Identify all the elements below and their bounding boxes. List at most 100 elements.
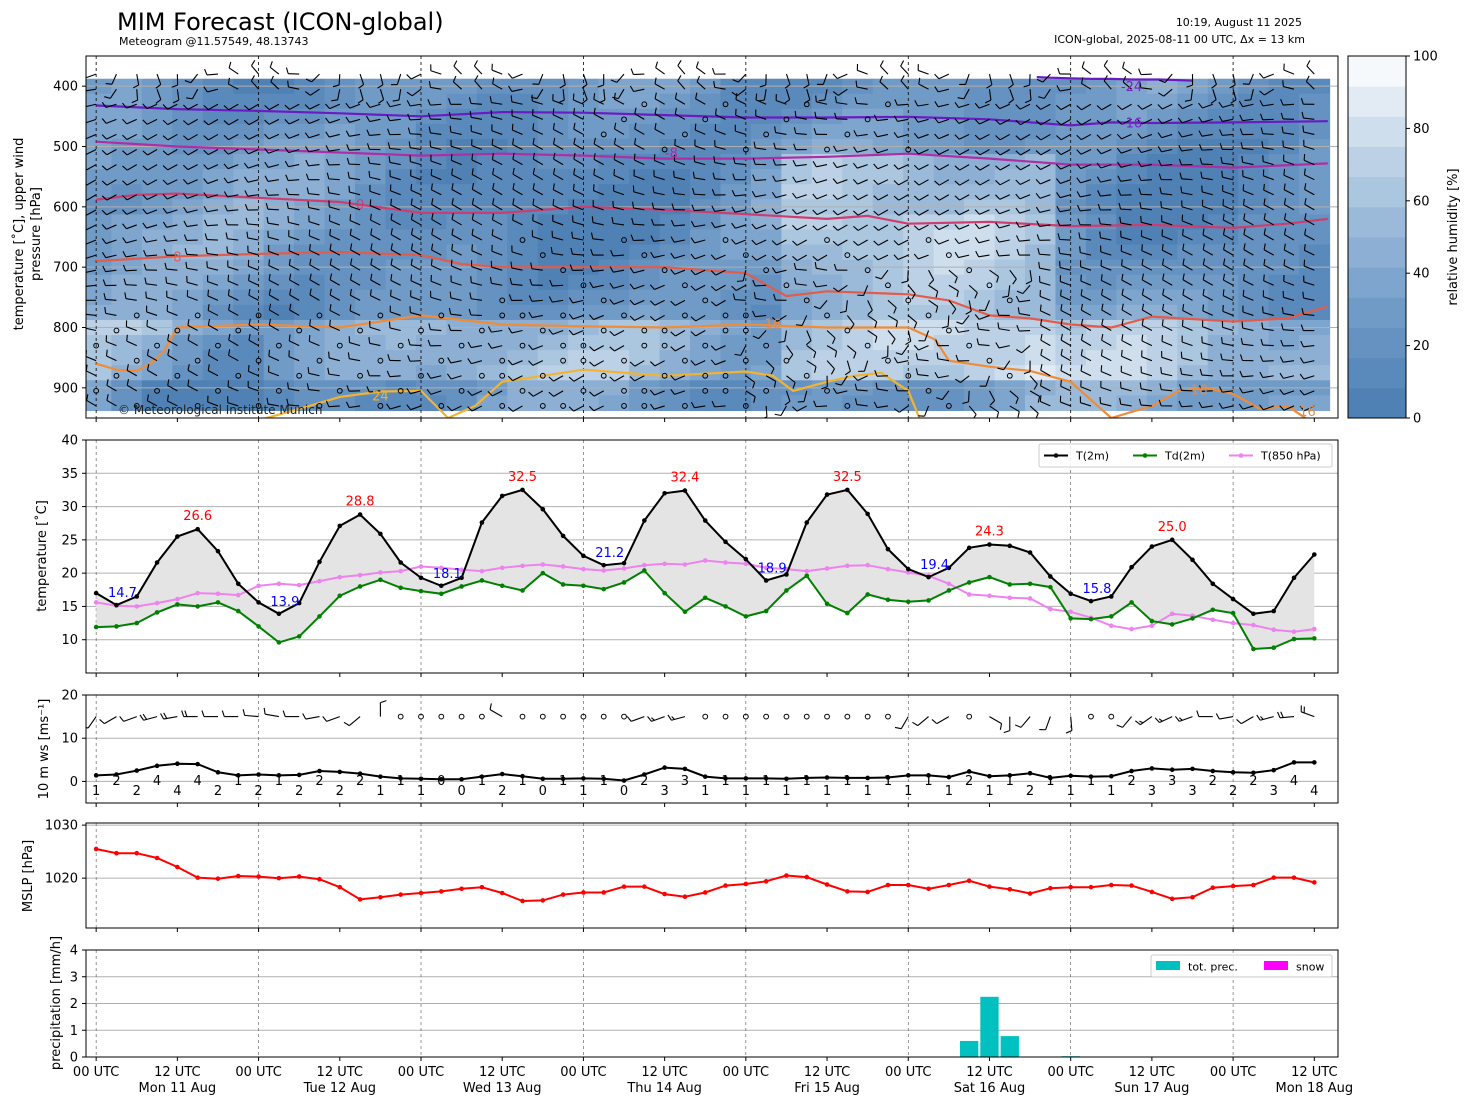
temperature-frame (85, 439, 1339, 674)
series-point (560, 564, 566, 569)
barb-feather (873, 195, 879, 201)
isotherm-label: 16 (1191, 384, 1208, 399)
barb-feather (1015, 150, 1021, 156)
humidity-cell (202, 289, 234, 306)
barb-feather (1103, 75, 1108, 82)
barb-shaft (105, 254, 117, 259)
barb-shaft (206, 224, 219, 227)
barb-shaft (917, 716, 929, 727)
barb-shaft (208, 103, 219, 111)
barb-feather (390, 289, 392, 297)
barb-feather (126, 334, 128, 342)
barb-shaft (553, 375, 564, 382)
barb-shaft (389, 375, 401, 378)
humidity-cell (141, 214, 173, 231)
humidity-cell (1268, 184, 1300, 200)
series-point (1088, 598, 1094, 604)
humidity-cell (86, 169, 112, 185)
barb-shaft (86, 239, 97, 245)
barb-feather (674, 92, 678, 99)
series-point (479, 520, 485, 525)
series-point (1312, 636, 1317, 641)
barb-feather (974, 314, 980, 320)
barb-shaft (572, 237, 584, 241)
humidity-cell (781, 304, 813, 321)
barb-shaft (1039, 253, 1051, 256)
wind-panel: 1224442121222211100121011102331111111111… (37, 689, 1339, 807)
barb-shaft (105, 269, 117, 273)
barb-feather (410, 198, 413, 205)
barb-feather (710, 301, 717, 307)
barb-feather (548, 296, 553, 303)
barb-shaft (450, 145, 462, 151)
barb-feather (573, 108, 576, 115)
barb-feather (873, 240, 879, 246)
barb-shaft (1103, 80, 1112, 90)
barb-feather (873, 114, 878, 121)
barb-shaft (390, 264, 401, 271)
humidity-cell (994, 274, 1026, 291)
humidity-cell (141, 123, 173, 140)
barb-feather (101, 134, 107, 140)
humidity-cell (263, 365, 295, 381)
humidity-cell (385, 274, 417, 291)
barb-shaft (208, 118, 219, 126)
barb-feather (1179, 384, 1183, 391)
series-point (1108, 614, 1114, 619)
humidity-cell (629, 289, 661, 306)
barb-feather (1180, 186, 1183, 193)
humidity-cell (263, 154, 295, 170)
barb-shaft (146, 297, 158, 301)
barb-shaft (167, 339, 178, 347)
barb-shaft (735, 98, 747, 105)
mslp-point (581, 890, 586, 895)
barb-feather (629, 376, 635, 382)
barb-feather (788, 354, 794, 361)
humidity-cell (1238, 350, 1270, 366)
barb-shaft (948, 284, 959, 292)
barb-feather (1301, 111, 1304, 119)
barb-feather (995, 222, 1000, 229)
humidity-cell (294, 335, 326, 351)
calm-circle (93, 387, 100, 394)
barb-shaft (106, 164, 117, 171)
barb-shaft (288, 235, 300, 241)
humidity-cell (872, 244, 904, 261)
barb-shaft (1101, 118, 1112, 126)
barb-feather (448, 307, 452, 315)
humidity-cell (690, 229, 722, 246)
barb-shaft (389, 327, 401, 332)
barb-feather (918, 77, 921, 85)
barb-feather (1099, 397, 1102, 404)
barb-feather (874, 370, 878, 377)
barb-shaft (492, 390, 503, 397)
barb-shaft (1019, 224, 1031, 228)
barb-feather (1036, 234, 1040, 241)
wind-speed-label: 3 (681, 774, 689, 789)
barb-shaft (1020, 149, 1031, 156)
barb-shaft (1182, 309, 1193, 316)
mslp-point (1088, 884, 1094, 890)
humidity-cell (172, 108, 204, 125)
barb-shaft (677, 80, 686, 90)
mslp-point (621, 884, 627, 889)
barb-feather (1016, 248, 1020, 256)
barb-shaft (694, 161, 706, 166)
barb-shaft (593, 360, 604, 367)
barb-feather (1243, 258, 1246, 265)
barb-shaft (897, 118, 909, 122)
barb-feather (268, 303, 272, 311)
barb-feather (305, 146, 310, 153)
barb-shaft (309, 235, 320, 241)
barb-feather (634, 138, 637, 145)
barb-feather (366, 129, 370, 136)
barb-feather (390, 243, 393, 250)
barb-feather (1141, 258, 1144, 266)
mslp-point (1312, 880, 1317, 885)
barb-feather (784, 400, 791, 406)
barb-shaft (1060, 339, 1071, 347)
humidity-cell (1299, 335, 1331, 351)
barb-feather (900, 75, 905, 82)
colorbar-step (1348, 56, 1406, 87)
barb-shaft (846, 315, 855, 325)
